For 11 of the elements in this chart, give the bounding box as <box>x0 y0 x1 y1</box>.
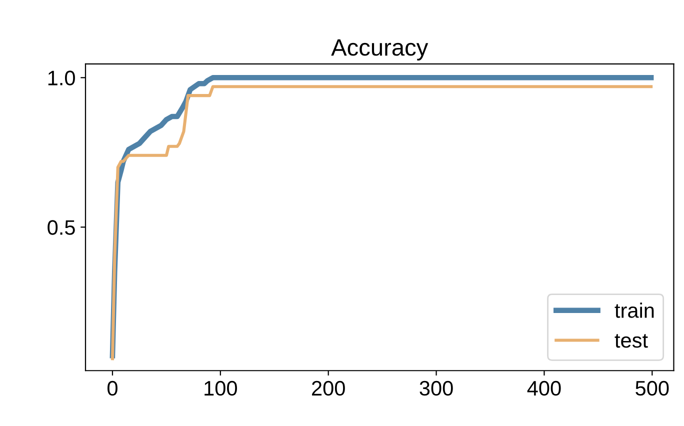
x-tick-label: 500 <box>636 380 669 396</box>
legend-label: train <box>614 302 654 318</box>
x-tick-label: 0 <box>108 380 118 396</box>
chart-title: Accuracy <box>331 39 428 60</box>
x-tick-label: 100 <box>204 380 237 396</box>
x-tick-label: 400 <box>527 380 561 396</box>
x-tick-label: 300 <box>420 380 453 396</box>
y-tick-label: 0.5 <box>48 220 75 235</box>
legend-label: test <box>614 334 648 348</box>
y-tick-label: 1.0 <box>48 70 75 86</box>
x-tick-label: 200 <box>312 380 345 396</box>
